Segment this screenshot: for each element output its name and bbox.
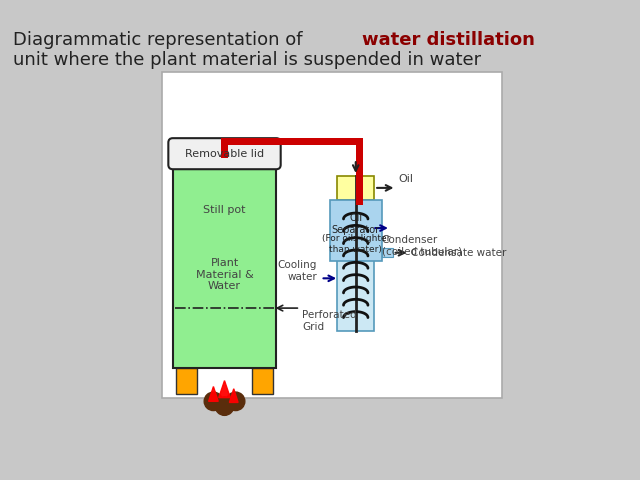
Bar [176, 368, 197, 394]
Polygon shape [229, 389, 238, 402]
Polygon shape [219, 381, 230, 397]
Circle shape [215, 397, 234, 415]
Polygon shape [209, 386, 218, 401]
Text: Diagrammatic representation of: Diagrammatic representation of [13, 31, 308, 49]
Bar [252, 368, 273, 394]
Text: Oil
Separator: Oil Separator [332, 214, 380, 235]
Text: Removable lid: Removable lid [185, 149, 264, 159]
Text: water distillation: water distillation [362, 31, 534, 49]
Text: unit where the plant material is suspended in water: unit where the plant material is suspend… [13, 51, 481, 70]
Text: Perforated
Grid: Perforated Grid [302, 310, 356, 332]
Bar [221, 144, 228, 158]
Text: Plant
Material &
Water: Plant Material & Water [196, 258, 253, 291]
Bar [337, 205, 374, 331]
Bar [381, 248, 393, 257]
Bar [330, 200, 381, 261]
Bar [356, 138, 363, 205]
FancyBboxPatch shape [162, 72, 502, 397]
Text: Oil: Oil [398, 174, 413, 184]
Text: Condensate water: Condensate water [411, 248, 506, 258]
Text: Cooling
water: Cooling water [278, 260, 317, 282]
Text: Still pot: Still pot [204, 204, 246, 215]
Circle shape [204, 392, 223, 410]
Text: Condenser
(coiled tubular): Condenser (coiled tubular) [381, 235, 461, 256]
FancyBboxPatch shape [173, 165, 276, 368]
Circle shape [227, 392, 245, 410]
Bar [337, 176, 374, 200]
Text: (For oils lighter
than water): (For oils lighter than water) [321, 234, 390, 253]
FancyBboxPatch shape [168, 138, 281, 169]
Bar [221, 138, 360, 145]
